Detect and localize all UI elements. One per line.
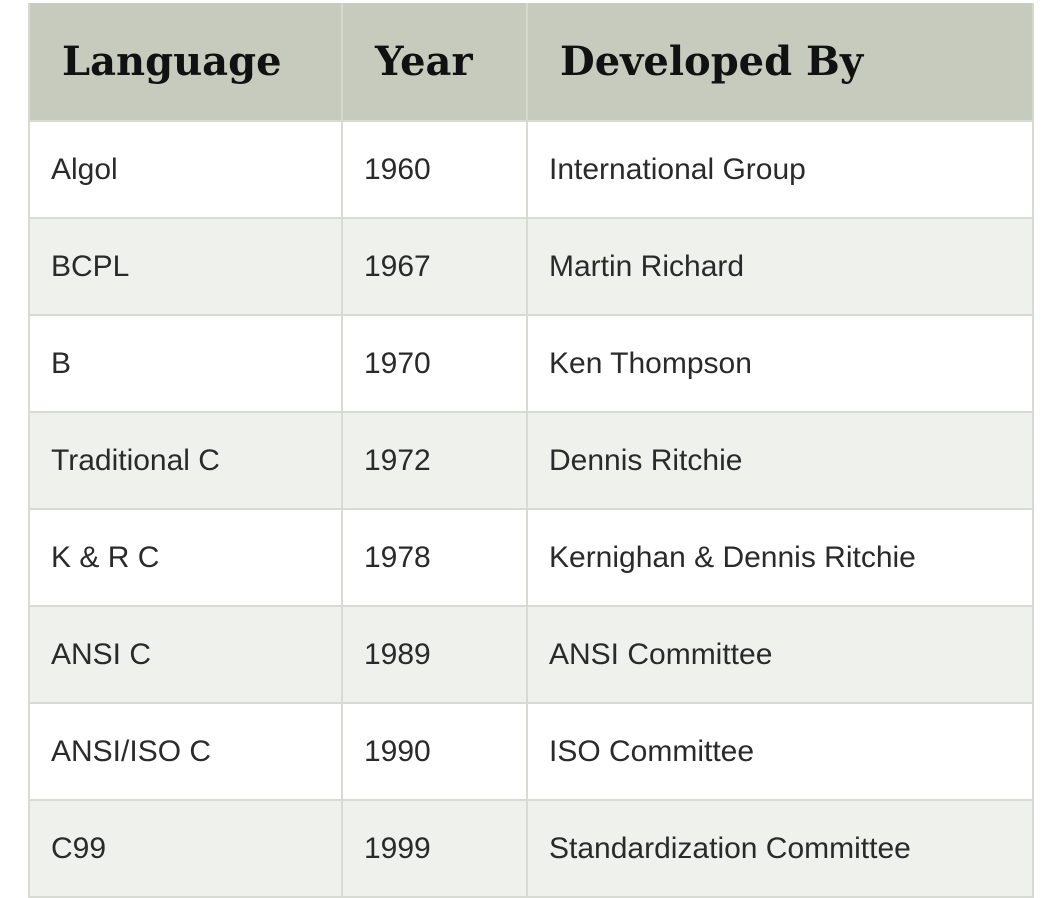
developer-cell: Standardization Committee — [526, 799, 1034, 898]
table-row: B 1970 Ken Thompson — [28, 314, 1034, 413]
year-cell: 1960 — [341, 120, 528, 219]
column-header-year: Year — [341, 3, 528, 121]
developer-cell: Martin Richard — [526, 217, 1034, 316]
language-cell: ANSI/ISO C — [28, 702, 343, 801]
table-row: BCPL 1967 Martin Richard — [28, 217, 1034, 316]
table-row: K & R C 1978 Kernighan & Dennis Ritchie — [28, 508, 1034, 607]
language-cell: K & R C — [28, 508, 343, 607]
table-row: Algol 1960 International Group — [28, 120, 1034, 219]
developer-cell: International Group — [526, 120, 1034, 219]
table-container: Language Year Developed By Algol 1960 Inte… — [28, 3, 1034, 898]
table-row: Traditional C 1972 Dennis Ritchie — [28, 411, 1034, 510]
language-cell: Algol — [28, 120, 343, 219]
developer-cell: ANSI Committee — [526, 605, 1034, 704]
year-cell: 1978 — [341, 508, 528, 607]
column-header-developed-by: Developed By — [526, 3, 1034, 121]
year-cell: 1967 — [341, 217, 528, 316]
column-header-language: Language — [28, 3, 343, 121]
language-cell: B — [28, 314, 343, 413]
table-row: ANSI C 1989 ANSI Committee — [28, 605, 1034, 704]
language-cell: C99 — [28, 799, 343, 898]
developer-cell: Kernighan & Dennis Ritchie — [526, 508, 1034, 607]
developer-cell: Ken Thompson — [526, 314, 1034, 413]
year-cell: 1972 — [341, 411, 528, 510]
developer-cell: Dennis Ritchie — [526, 411, 1034, 510]
developer-cell: ISO Committee — [526, 702, 1034, 801]
year-cell: 1990 — [341, 702, 528, 801]
year-cell: 1999 — [341, 799, 528, 898]
language-cell: ANSI C — [28, 605, 343, 704]
table-row: C99 1999 Standardization Committee — [28, 799, 1034, 898]
year-cell: 1989 — [341, 605, 528, 704]
language-cell: BCPL — [28, 217, 343, 316]
year-cell: 1970 — [341, 314, 528, 413]
c-history-table: Language Year Developed By Algol 1960 Inte… — [28, 3, 1034, 898]
table-row: ANSI/ISO C 1990 ISO Committee — [28, 702, 1034, 801]
header-row: Language Year Developed By — [28, 3, 1034, 121]
language-cell: Traditional C — [28, 411, 343, 510]
